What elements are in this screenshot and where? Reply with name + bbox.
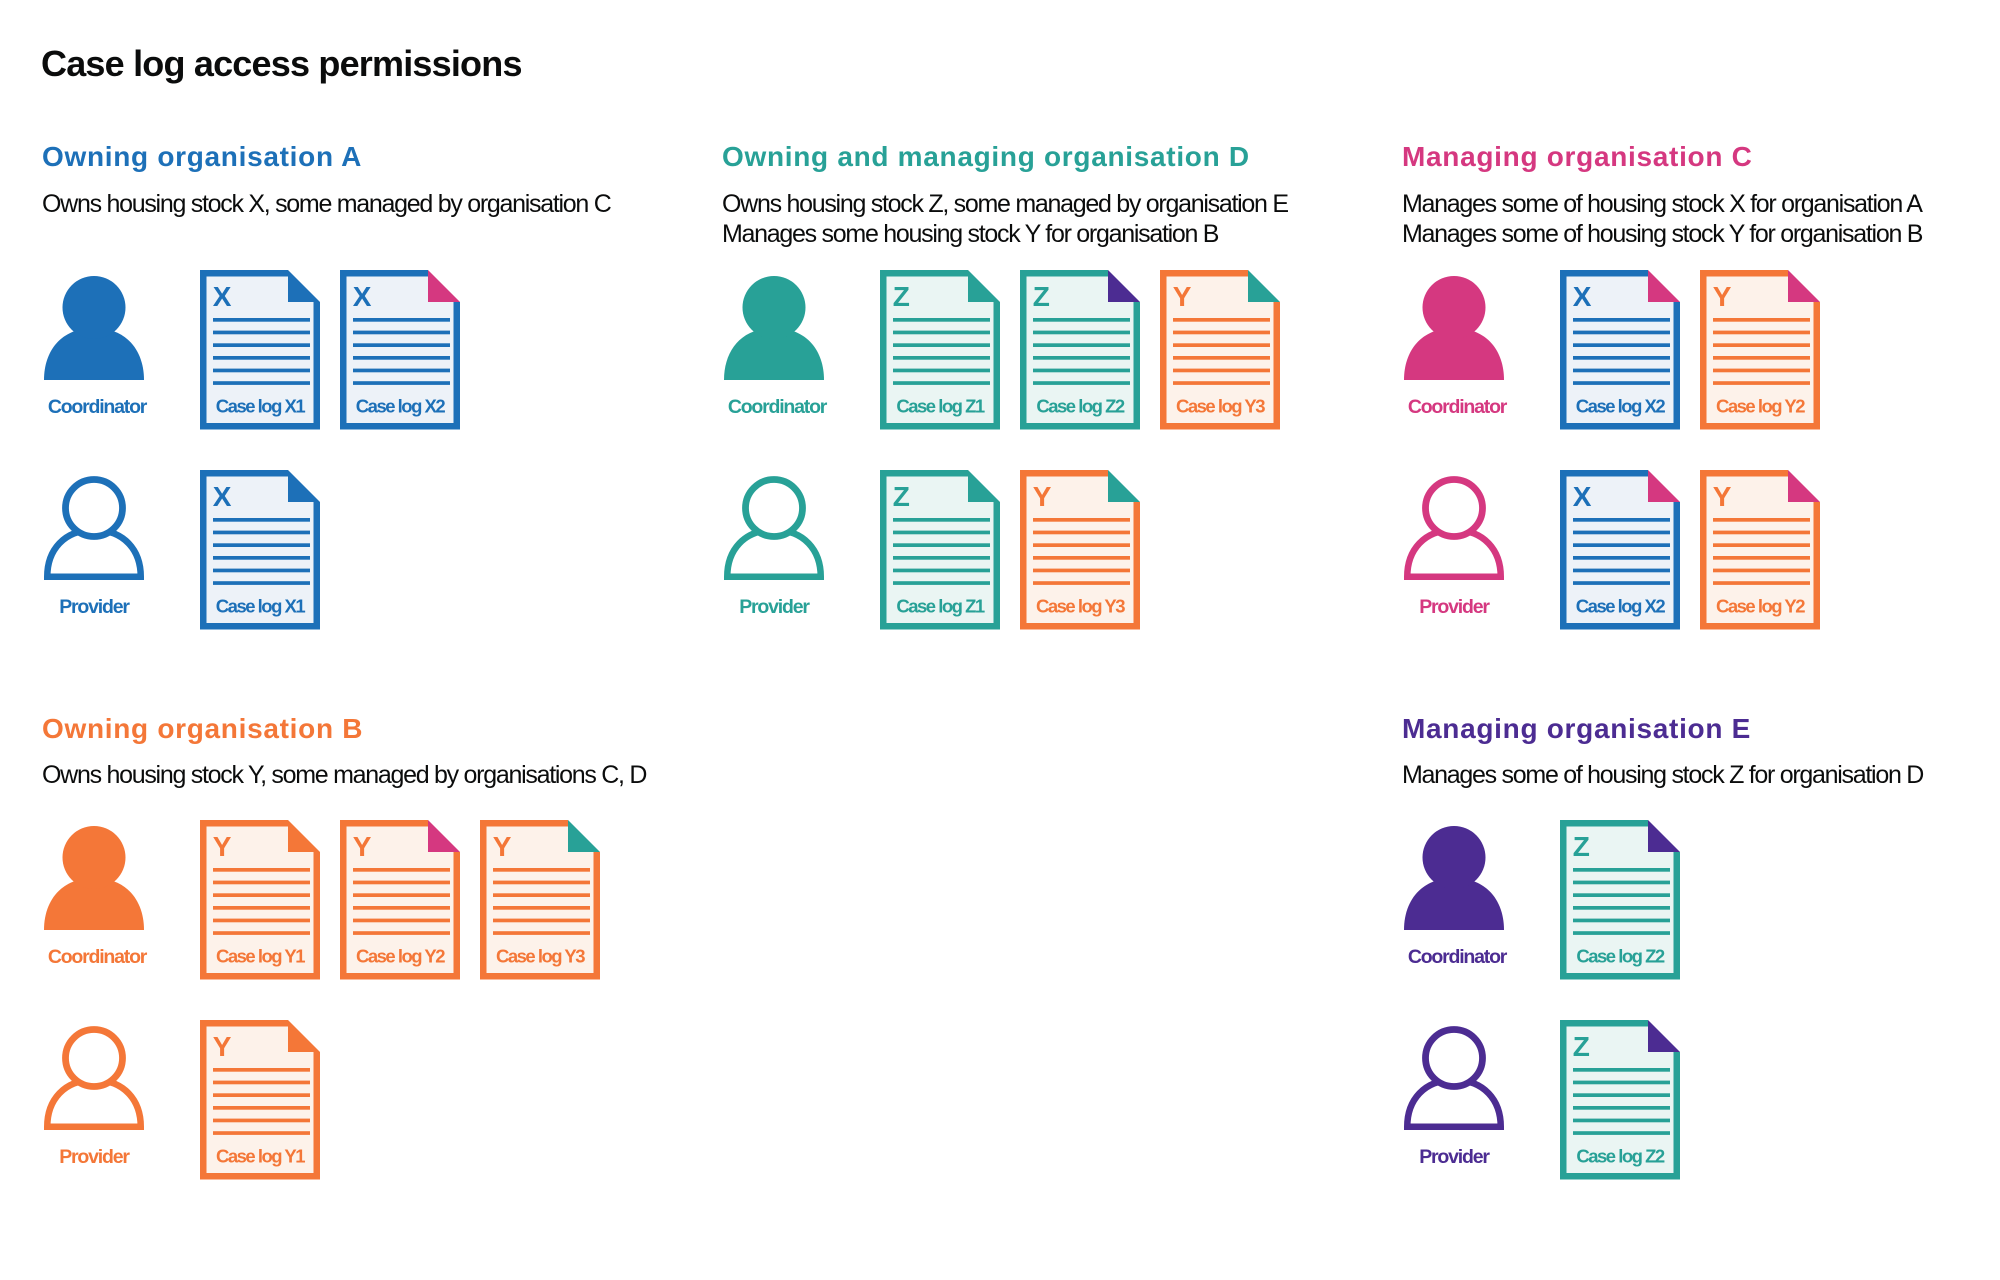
svg-text:X: X [1573,281,1592,312]
svg-text:Case log Z2: Case log Z2 [1036,395,1125,416]
svg-text:Case log X2: Case log X2 [1576,395,1666,416]
svg-text:Case log Y2: Case log Y2 [1716,595,1805,616]
svg-text:Z: Z [1573,831,1590,862]
svg-text:Case log Y1: Case log Y1 [216,945,305,966]
svg-text:Y: Y [353,831,372,862]
svg-text:Case log Y2: Case log Y2 [356,945,445,966]
svg-text:Case log Y3: Case log Y3 [496,945,585,966]
svg-text:Y: Y [1173,281,1192,312]
svg-text:Case log Y3: Case log Y3 [1176,395,1265,416]
svg-text:X: X [1573,481,1592,512]
svg-text:Case log X2: Case log X2 [1576,595,1666,616]
svg-text:Case log Y1: Case log Y1 [216,1145,305,1166]
svg-text:Case log Y3: Case log Y3 [1036,595,1125,616]
svg-text:Y: Y [493,831,512,862]
svg-text:Case log X2: Case log X2 [356,395,446,416]
svg-text:X: X [213,481,232,512]
svg-text:Y: Y [213,831,232,862]
svg-text:Z: Z [893,281,910,312]
svg-text:Case log X1: Case log X1 [216,395,306,416]
svg-text:Y: Y [1713,481,1732,512]
svg-text:X: X [353,281,372,312]
svg-text:Y: Y [1713,281,1732,312]
svg-text:Case log Z1: Case log Z1 [896,395,985,416]
svg-text:Case log Z2: Case log Z2 [1576,945,1665,966]
svg-text:Case log Z2: Case log Z2 [1576,1145,1665,1166]
svg-text:Z: Z [893,481,910,512]
svg-text:X: X [213,281,232,312]
svg-text:Case log X1: Case log X1 [216,595,306,616]
svg-text:Case log Z1: Case log Z1 [896,595,985,616]
svg-text:Z: Z [1033,281,1050,312]
svg-text:Z: Z [1573,1031,1590,1062]
svg-text:Y: Y [213,1031,232,1062]
svg-text:Case log Y2: Case log Y2 [1716,395,1805,416]
svg-text:Y: Y [1033,481,1052,512]
